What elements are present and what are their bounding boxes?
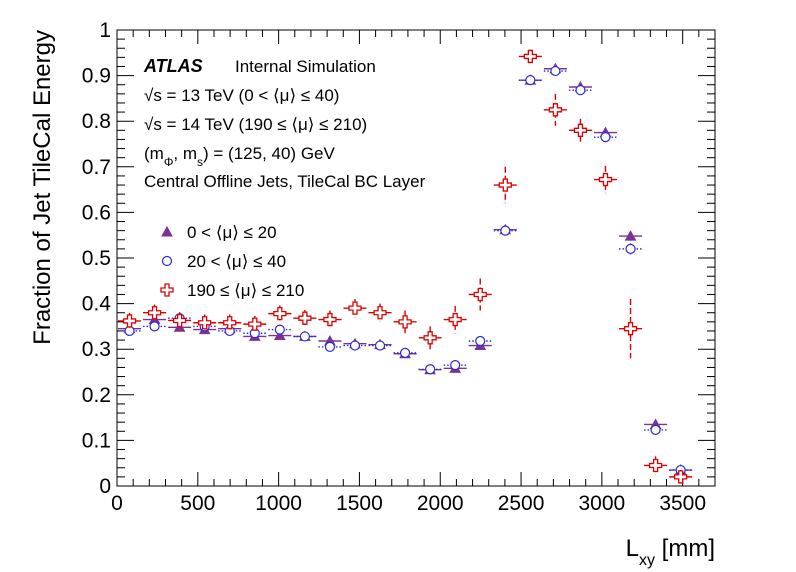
data-point bbox=[425, 364, 436, 375]
data-point bbox=[223, 316, 237, 330]
legend-label: 20 < ⟨μ⟩ ≤ 40 bbox=[187, 252, 286, 271]
data-point bbox=[473, 287, 487, 302]
atlas-label: ATLAS bbox=[143, 56, 203, 76]
y-tick-label: 0.6 bbox=[82, 201, 111, 224]
data-point bbox=[475, 335, 486, 347]
energy-line-13tev: √s = 13 TeV (0 < ⟨μ⟩ ≤ 40) bbox=[144, 86, 339, 105]
data-point bbox=[500, 225, 511, 236]
data-point bbox=[598, 172, 613, 187]
legend-marker bbox=[161, 255, 173, 267]
data-point bbox=[523, 49, 537, 64]
y-tick-label: 0.4 bbox=[82, 293, 112, 316]
data-point bbox=[147, 306, 162, 320]
data-point bbox=[349, 340, 361, 351]
x-tick-label: 0 bbox=[111, 492, 123, 515]
data-point bbox=[625, 243, 636, 254]
axes: 0 500 1000 1500 2000 2500 3000 3500 0 0.1 0.2 0.3 0.… bbox=[82, 19, 715, 515]
data-point bbox=[273, 306, 287, 321]
data-point bbox=[600, 132, 611, 143]
data-point bbox=[374, 340, 386, 351]
data-point bbox=[323, 312, 337, 327]
data-point bbox=[648, 458, 663, 473]
data-point bbox=[274, 324, 285, 335]
data-point bbox=[525, 75, 536, 86]
y-tick-label: 1 bbox=[99, 19, 111, 42]
legend-label: 190 ≤ ⟨μ⟩ ≤ 210 bbox=[187, 281, 304, 300]
data-point bbox=[124, 325, 135, 337]
data-point bbox=[348, 301, 362, 315]
legend: 0 < ⟨μ⟩ ≤ 20 20 < ⟨μ⟩ ≤ 40 190 ≤ ⟨μ⟩ ≤ 210 bbox=[160, 223, 304, 300]
data-point bbox=[298, 311, 312, 325]
data-point bbox=[448, 312, 462, 327]
data-point bbox=[122, 314, 137, 328]
x-tick-label: 1500 bbox=[336, 492, 383, 515]
legend-marker bbox=[160, 283, 174, 297]
mass-line: (mΦ, ms) = (125, 40) GeV bbox=[144, 144, 335, 169]
data-point bbox=[550, 65, 561, 77]
x-tick-label: 1000 bbox=[255, 492, 302, 515]
x-axis-title: Lxy [mm] bbox=[626, 535, 715, 569]
data-point bbox=[450, 360, 461, 371]
data-point bbox=[273, 329, 286, 341]
legend-label: 0 < ⟨μ⟩ ≤ 20 bbox=[187, 223, 277, 242]
x-tick-label: 2500 bbox=[498, 492, 545, 515]
data-point bbox=[373, 306, 387, 320]
data-point bbox=[399, 347, 411, 358]
data-point bbox=[398, 315, 412, 329]
y-tick-label: 0.5 bbox=[82, 247, 111, 270]
x-tick-label: 3500 bbox=[659, 492, 706, 515]
data-point bbox=[548, 103, 563, 117]
data-point bbox=[172, 313, 187, 328]
data-point bbox=[674, 470, 688, 484]
data-marks bbox=[118, 49, 693, 484]
y-tick-label: 0.9 bbox=[82, 65, 111, 88]
series-2 bbox=[118, 49, 693, 484]
x-tick-label: 500 bbox=[180, 492, 215, 515]
data-point bbox=[575, 85, 586, 96]
data-point bbox=[248, 317, 262, 331]
data-point bbox=[650, 424, 661, 436]
legend-marker bbox=[161, 225, 173, 237]
y-tick-label: 0.8 bbox=[82, 110, 111, 133]
x-tick-label: 3000 bbox=[579, 492, 626, 515]
y-tick-label: 0.1 bbox=[82, 429, 111, 452]
data-point bbox=[198, 316, 212, 330]
data-point bbox=[149, 321, 160, 332]
y-tick-label: 0.3 bbox=[82, 338, 111, 361]
selection-line: Central Offline Jets, TileCal BC Layer bbox=[144, 172, 426, 191]
y-axis-title: Fraction of Jet TileCal Energy bbox=[29, 30, 56, 345]
data-point bbox=[573, 123, 588, 137]
data-point bbox=[624, 230, 637, 241]
energy-line-14tev: √s = 14 TeV (190 ≤ ⟨μ⟩ ≤ 210) bbox=[144, 115, 367, 134]
internal-simulation-label: Internal Simulation bbox=[235, 57, 376, 76]
x-tick-label: 2000 bbox=[417, 492, 464, 515]
y-tick-label: 0 bbox=[99, 475, 111, 498]
data-point bbox=[324, 341, 336, 353]
y-tick-label: 0.2 bbox=[82, 384, 111, 407]
data-point bbox=[299, 331, 310, 342]
y-tick-label: 0.7 bbox=[82, 156, 111, 179]
data-point bbox=[623, 322, 638, 336]
data-point bbox=[423, 331, 437, 345]
data-point bbox=[498, 178, 512, 192]
